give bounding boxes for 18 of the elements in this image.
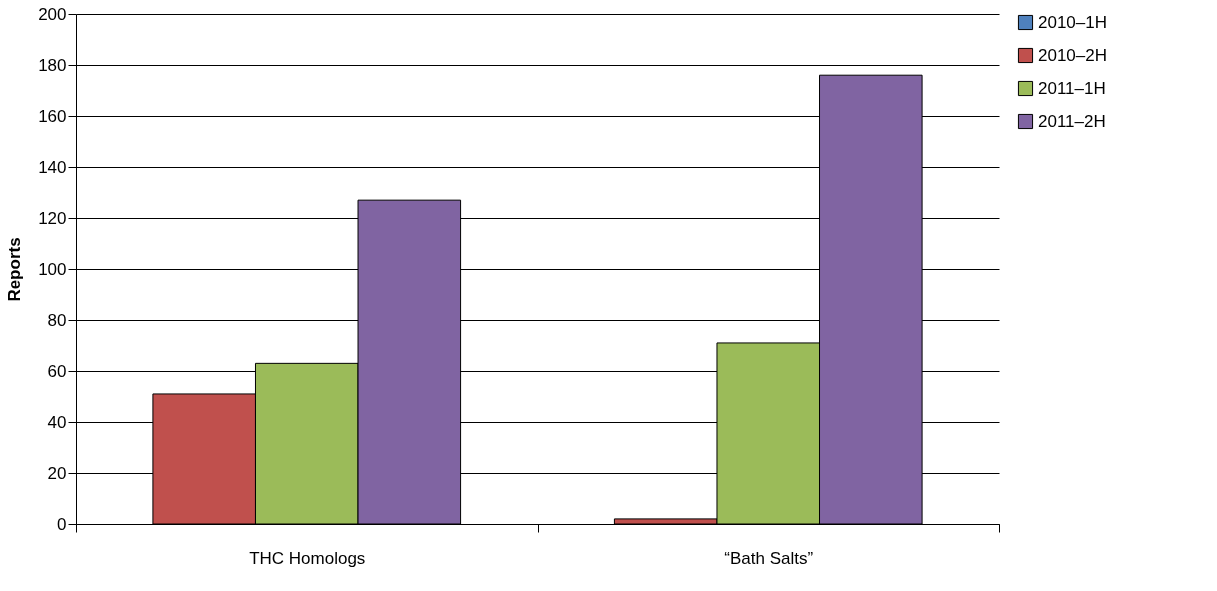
x-tick-label: “Bath Salts” <box>724 548 814 568</box>
y-tick-label: 140 <box>38 157 67 177</box>
y-axis-title: Reports <box>5 237 25 302</box>
y-tick-label: 20 <box>47 463 67 483</box>
y-tick-label: 100 <box>38 259 67 279</box>
legend-label: 2010–2H <box>1038 45 1108 65</box>
legend-label: 2011–2H <box>1038 111 1106 131</box>
legend-label: 2010–1H <box>1038 12 1108 32</box>
y-tick-label: 120 <box>38 208 67 228</box>
y-tick-label: 0 <box>57 514 67 534</box>
y-tick-label: 60 <box>47 361 67 381</box>
y-tick-label: 40 <box>47 412 67 432</box>
legend-label: 2011–1H <box>1038 78 1106 98</box>
y-tick-label: 180 <box>38 55 67 75</box>
y-tick-label: 200 <box>38 4 67 24</box>
y-tick-label: 80 <box>47 310 67 330</box>
y-tick-label: 160 <box>38 106 67 126</box>
x-tick-label: THC Homologs <box>249 548 366 568</box>
